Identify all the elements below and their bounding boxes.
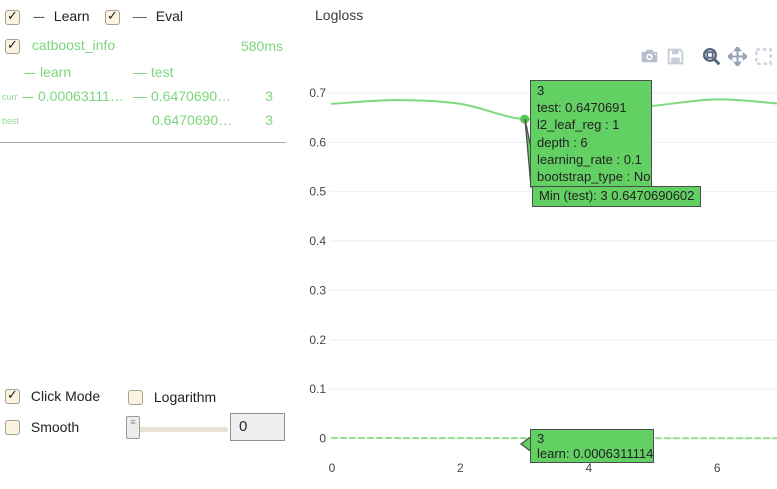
learn-dash-icon: --- <box>22 88 34 104</box>
svg-text:2: 2 <box>457 461 464 475</box>
curr-test-value: 0.6470690… <box>151 88 232 104</box>
grip-icon: ≡ <box>130 417 136 427</box>
plot-canvas[interactable]: 0 0.1 0.2 0.3 0.4 0.5 0.6 0.7 0 2 4 6 <box>300 0 777 489</box>
test-dash-icon: — <box>133 64 147 80</box>
tooltip-line: depth : 6 <box>537 134 588 150</box>
save-icon[interactable] <box>666 47 685 66</box>
series-checkbox[interactable]: ✓ <box>5 36 20 54</box>
curr-learn-value: 0.00063111… <box>38 88 124 104</box>
smooth-label: Smooth <box>30 419 80 436</box>
min-test-badge: Min (test): 3 0.6470690602 <box>532 186 702 207</box>
smooth-slider-track[interactable] <box>132 427 228 432</box>
eval-label: Eval <box>155 8 184 24</box>
eval-line-swatch: — <box>132 8 147 24</box>
best-iteration: 3 <box>265 112 273 128</box>
modebar <box>633 47 773 66</box>
best-test-value: 0.6470690… <box>152 112 233 128</box>
logarithm-checkbox[interactable]: ✓ <box>128 389 143 405</box>
svg-text:0: 0 <box>319 432 326 446</box>
svg-text:0.2: 0.2 <box>309 333 326 347</box>
check-icon: ✓ <box>107 7 118 23</box>
svg-text:0.6: 0.6 <box>309 135 326 149</box>
logarithm-label: Logarithm <box>153 389 217 406</box>
smooth-checkbox[interactable]: ✓ <box>5 419 20 435</box>
smooth-control: ✓ Smooth <box>5 418 79 435</box>
learn-label: Learn <box>53 8 90 24</box>
legend-eval: ✓ — Eval <box>105 8 183 25</box>
test-point-tooltip: 3 test: 0.6470691 l2_leaf_reg : 1 depth … <box>530 80 652 188</box>
legend-learn: ✓ --- Learn <box>5 8 90 25</box>
check-icon: ✓ <box>7 386 18 402</box>
tooltip-line: bootstrap_type : No <box>537 169 651 185</box>
learn-checkbox[interactable]: ✓ <box>5 7 20 25</box>
tooltip-line: test: 0.6470691 <box>537 100 627 116</box>
svg-text:0.1: 0.1 <box>309 382 326 396</box>
click-mode-control: ✓ Click Mode <box>5 387 100 404</box>
check-icon: ✓ <box>7 36 18 52</box>
curr-tag: curr <box>2 92 18 102</box>
svg-text:0.5: 0.5 <box>309 185 326 199</box>
svg-text:4: 4 <box>585 461 592 475</box>
zoom-icon[interactable] <box>702 47 721 66</box>
svg-text:0.4: 0.4 <box>309 234 326 248</box>
series-row: ✓ catboost_info 580ms <box>5 37 285 54</box>
tooltip-line: 3 <box>537 431 545 446</box>
best-tag: best <box>2 116 20 126</box>
control-panel: ✓ --- Learn ✓ — Eval ✓ catboost_info 580… <box>0 0 300 489</box>
chart-title: Logloss <box>315 7 364 23</box>
pan-icon[interactable] <box>728 47 747 66</box>
series-name[interactable]: catboost_info <box>31 37 116 53</box>
smooth-value-input[interactable]: 0 <box>230 413 285 441</box>
svg-text:0.7: 0.7 <box>309 86 326 100</box>
elapsed-time: 580ms <box>240 38 283 54</box>
svg-text:6: 6 <box>714 461 721 475</box>
tooltip-line: learning_rate : 0.1 <box>537 151 642 167</box>
logarithm-control: ✓ Logarithm <box>128 388 216 405</box>
learn-column-label: learn <box>40 64 72 80</box>
tooltip-line: learn: 0.0006311114 <box>537 446 654 461</box>
svg-text:0: 0 <box>329 461 336 475</box>
click-mode-label: Click Mode <box>30 388 101 405</box>
tooltip-line: 3 <box>537 83 545 98</box>
panel-divider <box>0 142 286 143</box>
learn-line-swatch: --- <box>32 8 45 24</box>
test-column-label: test <box>151 64 174 80</box>
curr-iteration: 3 <box>265 88 273 104</box>
tooltip-line: l2_leaf_reg : 1 <box>537 117 620 133</box>
test-dash-icon: — <box>133 88 147 104</box>
learn-point-tooltip: 3 learn: 0.0006311114 <box>530 429 654 463</box>
check-icon: ✓ <box>7 7 18 23</box>
click-mode-checkbox[interactable]: ✓ <box>5 386 20 404</box>
eval-checkbox[interactable]: ✓ <box>105 7 120 25</box>
learn-dash-icon: --- <box>24 64 36 80</box>
camera-icon[interactable] <box>640 47 659 66</box>
svg-text:0.3: 0.3 <box>309 283 326 297</box>
box-select-icon[interactable] <box>754 47 773 66</box>
chart-area: Logloss <box>300 0 777 489</box>
smooth-slider-handle[interactable]: ≡ <box>126 416 140 439</box>
